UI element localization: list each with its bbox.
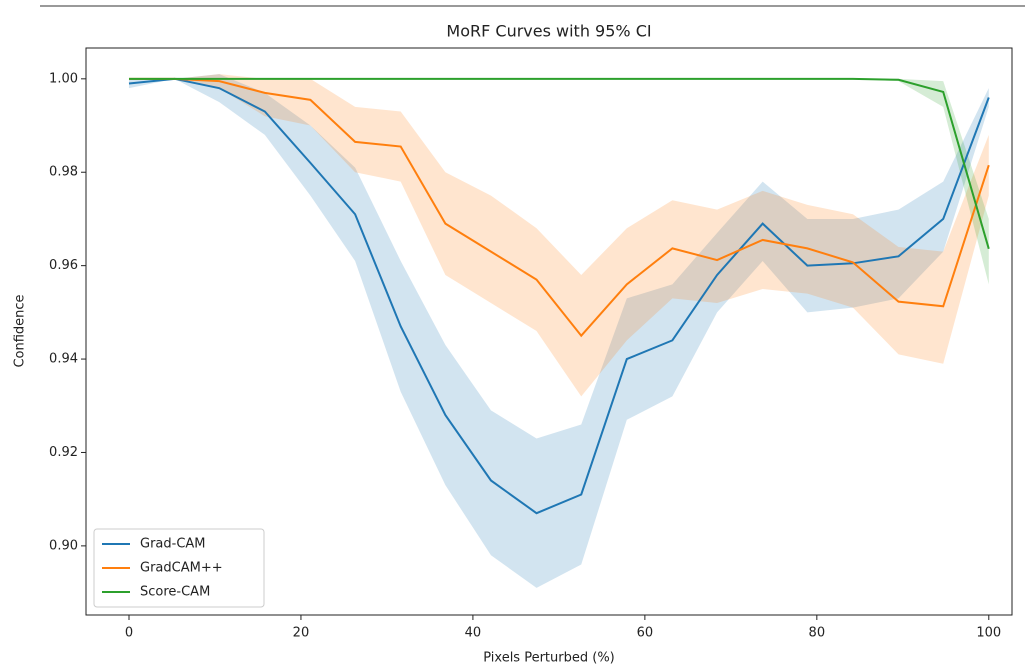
x-axis-label: Pixels Perturbed (%) — [483, 651, 615, 666]
chart-title: MoRF Curves with 95% CI — [446, 22, 651, 41]
x-tick-label: 40 — [465, 626, 482, 641]
y-tick-label: 1.00 — [49, 71, 78, 86]
legend-label: Score-CAM — [140, 585, 210, 600]
plot-frame — [85, 47, 1013, 616]
legend-box — [93, 528, 265, 608]
x-tick-label: 100 — [976, 626, 1001, 641]
y-tick-label: 0.90 — [49, 538, 78, 553]
legend-label: Grad-CAM — [140, 537, 206, 552]
x-tick-label: 0 — [125, 626, 133, 641]
y-tick-label: 0.96 — [49, 258, 78, 273]
ci-band — [128, 74, 989, 397]
series-line — [128, 77, 990, 338]
legend-label: GradCAM++ — [140, 561, 223, 576]
x-tick-label: 60 — [637, 626, 654, 641]
series-line — [128, 77, 990, 250]
y-tick-label: 0.94 — [49, 352, 78, 367]
series-line — [128, 77, 990, 515]
y-tick-label: 0.98 — [49, 165, 78, 180]
x-tick-label: 20 — [293, 626, 310, 641]
x-tick-label: 80 — [809, 626, 826, 641]
y-tick-label: 0.92 — [49, 445, 78, 460]
y-axis-label: Confidence — [13, 294, 28, 367]
